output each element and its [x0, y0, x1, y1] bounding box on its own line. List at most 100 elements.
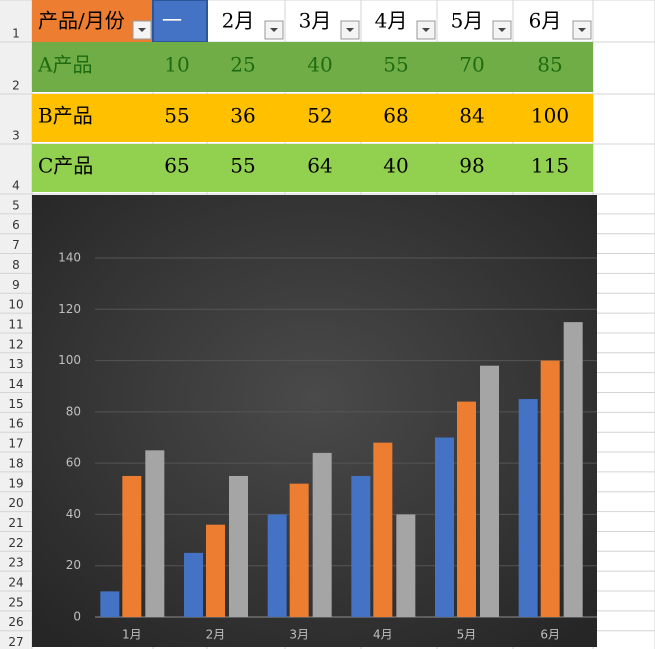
cell-text: 36	[230, 104, 255, 128]
x-tick-label: 6月	[540, 628, 560, 642]
bar	[184, 552, 203, 617]
row-number: 3	[12, 129, 20, 143]
row-number: 19	[8, 476, 23, 490]
header-text: 2月	[222, 9, 255, 33]
filter-arrow	[138, 28, 146, 32]
table: 产品/月份 一 2月 3月 4月 5月 6月 A产品 10 25 40 55 70 85 B产品 55 36 52…	[32, 0, 593, 192]
header-text: 一	[162, 9, 182, 33]
y-tick-label: 140	[58, 251, 81, 265]
y-tick-label: 0	[73, 610, 81, 624]
row-number: 1	[12, 27, 20, 41]
bar	[100, 591, 120, 617]
header-cell	[152, 0, 208, 43]
row-number: 5	[12, 198, 20, 212]
row-number: 20	[8, 496, 23, 510]
x-tick-label: 3月	[289, 628, 309, 642]
cell-text: 68	[383, 104, 408, 128]
cell-text: B产品	[38, 104, 93, 128]
filter-arrow	[422, 28, 430, 32]
cell-text: 85	[537, 53, 562, 77]
row-number: 26	[8, 615, 23, 629]
bar	[540, 360, 560, 617]
row-number: 7	[12, 238, 20, 252]
cell-text: C产品	[38, 154, 93, 178]
row-number: 2	[12, 79, 20, 93]
row-number: 10	[8, 298, 23, 312]
cell-text: 70	[459, 53, 484, 77]
y-tick-label: 80	[66, 404, 81, 418]
cell-text: 52	[307, 104, 332, 128]
cell-text: 10	[164, 53, 189, 77]
y-tick-label: 20	[66, 558, 81, 572]
row-number: 25	[8, 595, 23, 609]
row-number: 18	[8, 456, 23, 470]
bar	[396, 514, 416, 617]
filter-arrow	[270, 28, 278, 32]
row-number: 6	[12, 218, 20, 232]
row-header-bar	[0, 0, 32, 649]
x-tick-label: 2月	[206, 628, 226, 642]
header-text: 3月	[299, 9, 332, 33]
cell-text: 84	[459, 104, 484, 128]
bar	[267, 514, 287, 617]
row-number: 11	[8, 317, 23, 331]
y-tick-label: 40	[66, 507, 81, 521]
row-fill	[32, 42, 593, 92]
y-tick-label: 60	[66, 456, 81, 470]
cell-text: 40	[307, 53, 332, 77]
cell-text: 55	[164, 104, 189, 128]
header-text: 5月	[451, 9, 484, 33]
filter-arrow	[498, 28, 506, 32]
bar	[289, 483, 309, 617]
cell-text: 55	[383, 53, 408, 77]
cell-text: 25	[230, 53, 255, 77]
row-number: 14	[8, 377, 23, 391]
bar	[518, 399, 538, 617]
row-number: 8	[12, 258, 20, 272]
bar	[206, 524, 225, 617]
row-fill	[32, 144, 593, 192]
header-text: 6月	[529, 9, 562, 33]
x-tick-label: 5月	[457, 628, 477, 642]
x-tick-label: 4月	[373, 628, 393, 642]
bar	[312, 452, 332, 617]
bar	[145, 450, 165, 617]
row-number: 24	[8, 576, 23, 590]
cell-text: 115	[531, 154, 569, 178]
header-text: 4月	[375, 9, 408, 33]
bar	[435, 437, 454, 617]
bar	[563, 322, 583, 617]
row-number: 17	[8, 437, 23, 451]
y-tick-label: 120	[58, 302, 81, 316]
chart: 0 20 40 60 80 100 120 140 1月 2月 3月 4月 5月 6月	[58, 251, 597, 642]
cell-text: 98	[459, 154, 484, 178]
cell-text: A产品	[37, 53, 92, 77]
row-number: 27	[8, 635, 23, 649]
row-number: 16	[8, 417, 23, 431]
y-tick-label: 100	[58, 353, 81, 367]
bar	[373, 442, 393, 617]
cell-text: 40	[383, 154, 408, 178]
row-number: 23	[8, 556, 23, 570]
row-number: 12	[8, 337, 23, 351]
bar	[457, 401, 476, 617]
bar	[229, 475, 248, 617]
bar	[480, 365, 499, 617]
cell-text: 100	[531, 104, 569, 128]
row-number: 13	[8, 357, 23, 371]
filter-arrow	[578, 28, 586, 32]
cell-text: 65	[164, 154, 189, 178]
row-number: 22	[8, 536, 23, 550]
cell-text: 55	[230, 154, 255, 178]
row-number: 21	[8, 516, 23, 530]
header-text: 产品/月份	[38, 9, 125, 33]
row-number: 4	[12, 179, 20, 193]
row-number: 15	[8, 397, 23, 411]
bar	[351, 475, 371, 617]
cell-text: 64	[307, 154, 332, 178]
row-number: 9	[12, 278, 20, 292]
bar	[122, 475, 142, 617]
x-tick-label: 1月	[122, 628, 142, 642]
filter-arrow	[346, 28, 354, 32]
